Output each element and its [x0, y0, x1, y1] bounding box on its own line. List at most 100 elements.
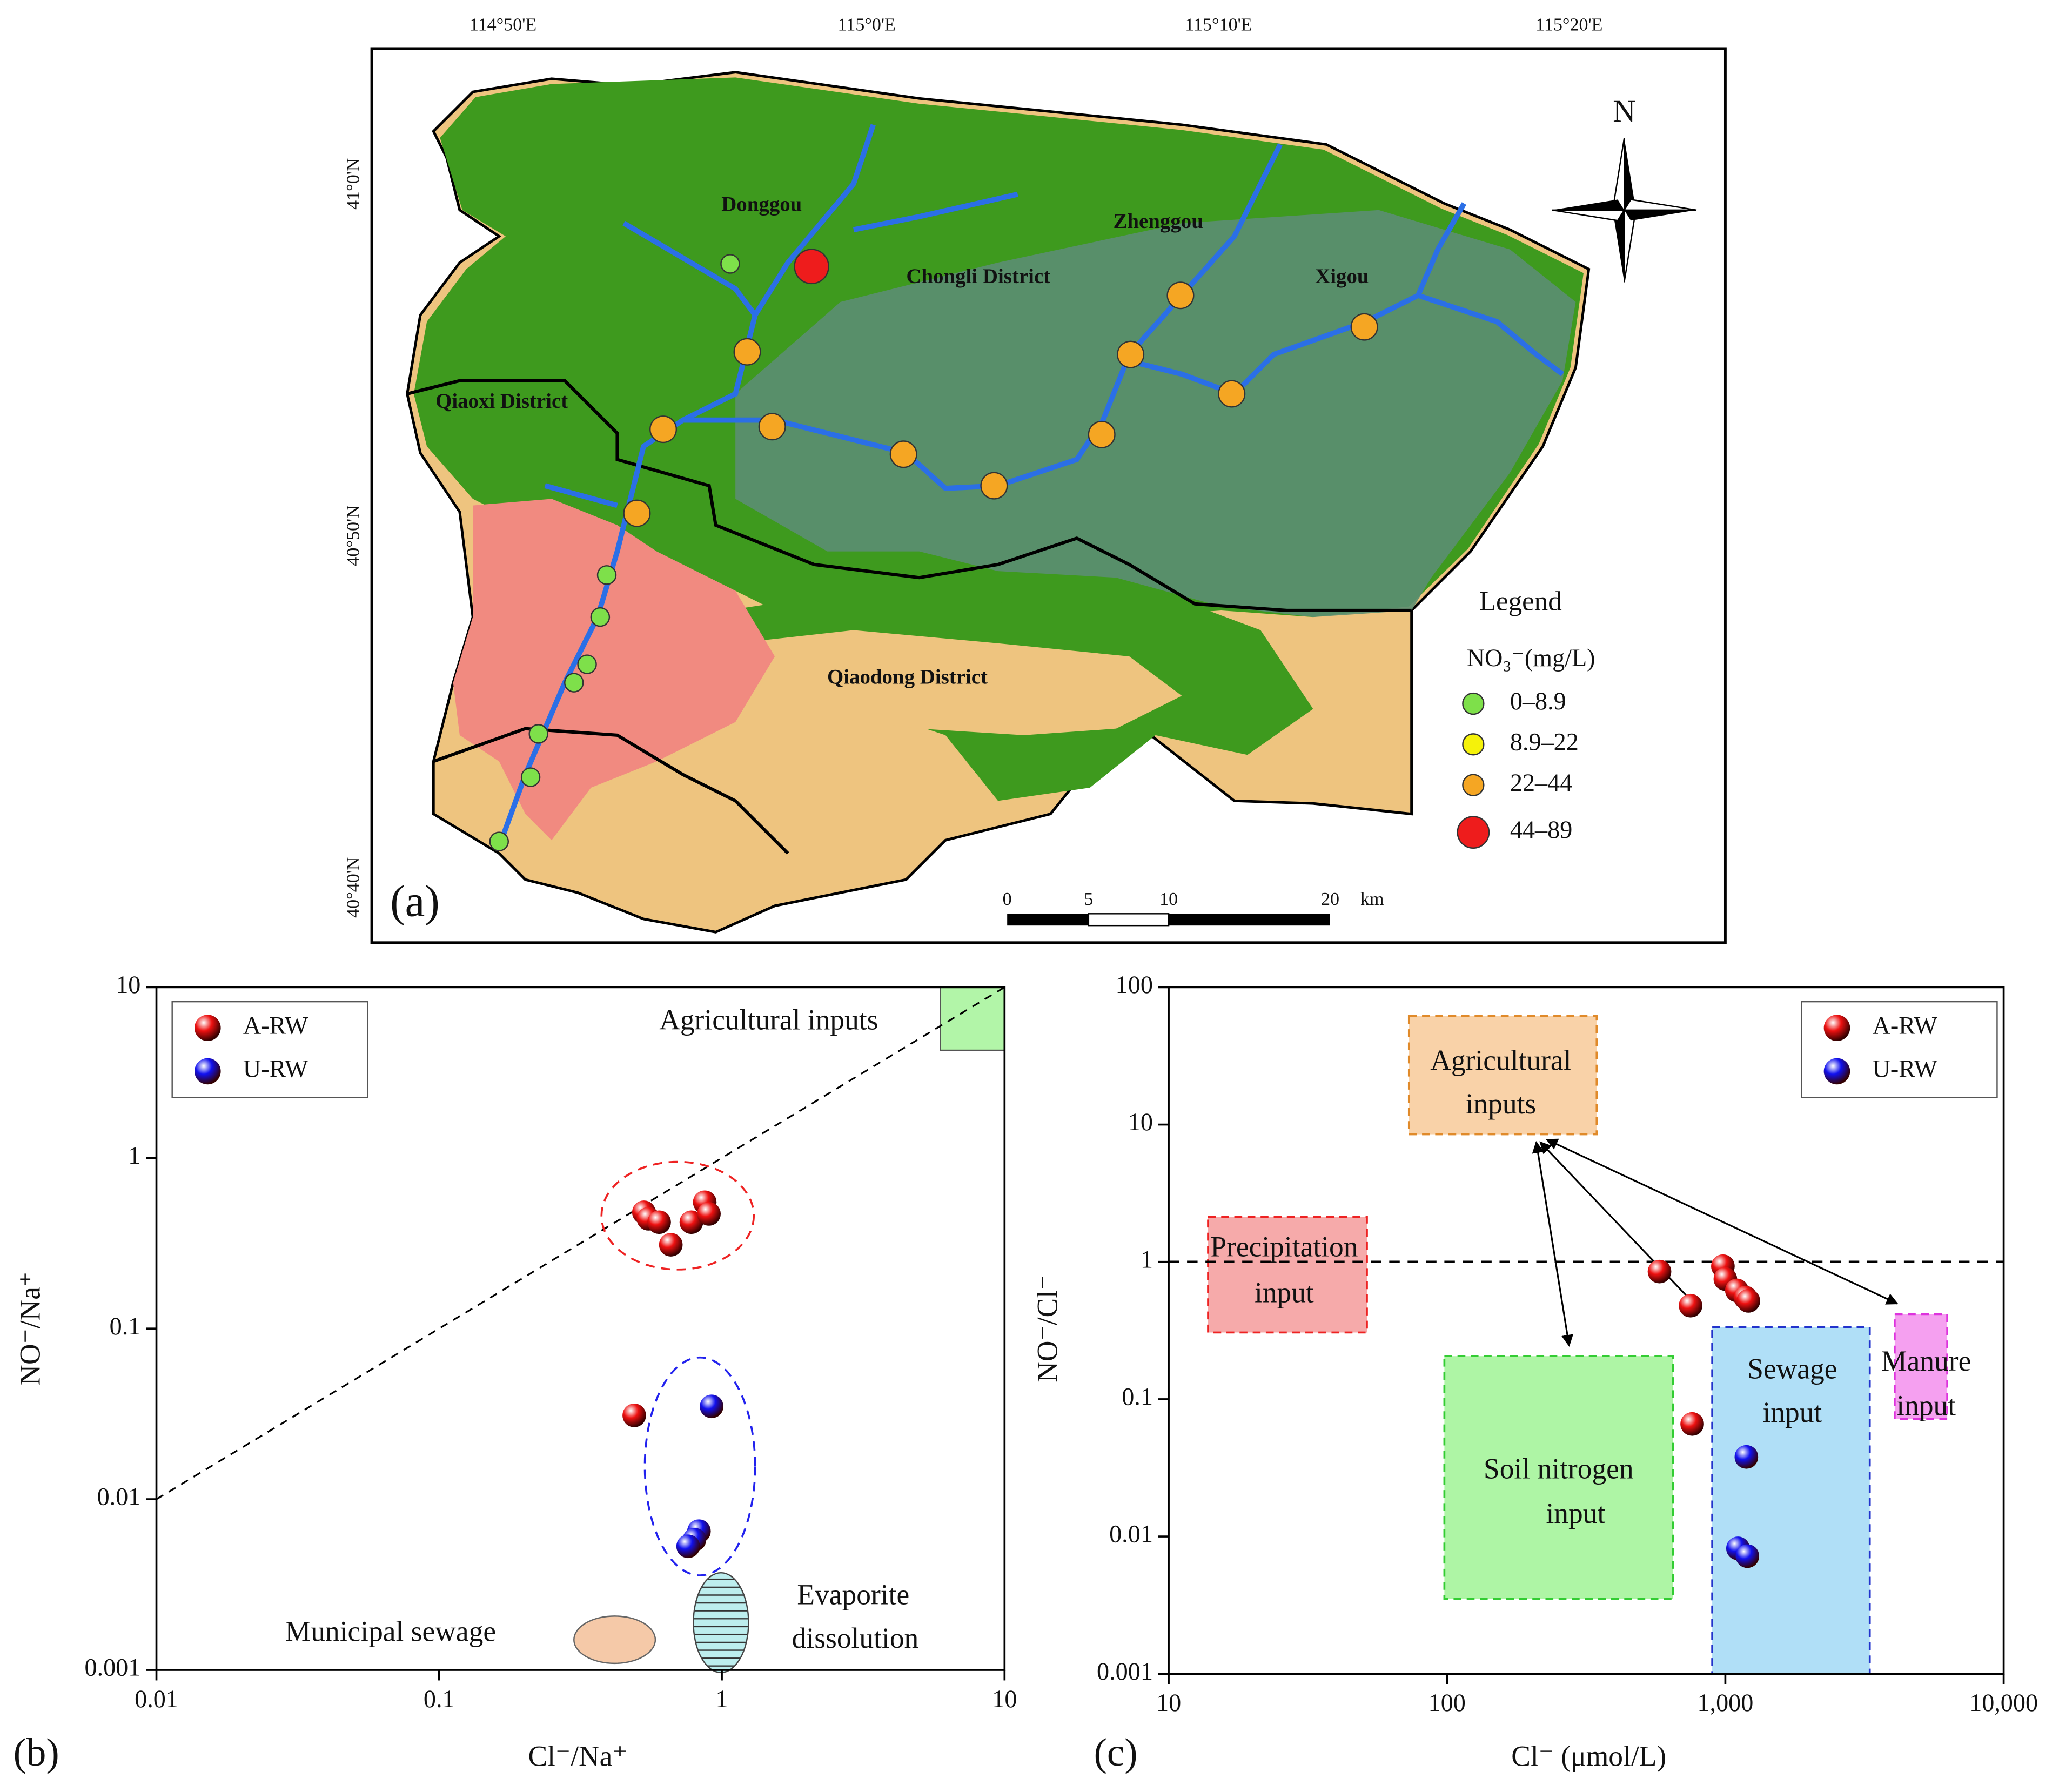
data-point	[1736, 1289, 1760, 1313]
scale-segment	[1007, 914, 1089, 926]
map-legend: 0–8.9 8.9–22 22–44 44–89	[1457, 687, 1579, 849]
sample-point	[596, 565, 617, 585]
place-label: Qiaodong District	[827, 665, 988, 688]
y-tick-label: 0.001	[1097, 1657, 1153, 1685]
chart-c-shapes	[1169, 1015, 2004, 1675]
chart-b-shapes	[156, 986, 1005, 1674]
y-tick-label: 0.1	[110, 1312, 141, 1340]
sample-point	[1088, 420, 1116, 448]
arrows	[1532, 1138, 1899, 1347]
x-tick-label: 10	[1156, 1689, 1181, 1716]
annotation: input	[1762, 1396, 1822, 1428]
x-tick-label: 100	[1428, 1689, 1466, 1716]
district-boundary	[433, 727, 789, 855]
panel-label: (c)	[1094, 1730, 1138, 1774]
place-label: Chongli District	[906, 265, 1050, 288]
data-point	[676, 1534, 700, 1559]
y-tick-label: 0.001	[85, 1654, 141, 1681]
annotation: input	[1896, 1390, 1956, 1422]
evaporite-ellipse	[693, 1572, 749, 1674]
annotation: inputs	[1466, 1088, 1537, 1120]
data-point	[1680, 1412, 1704, 1436]
lon-label: 115°0'E	[838, 15, 896, 35]
y-tick-label: 0.01	[97, 1483, 141, 1511]
compass-point	[1613, 210, 1625, 283]
agri-box	[940, 986, 1005, 1051]
data-point	[1735, 1544, 1760, 1568]
soil-box	[1443, 1355, 1674, 1600]
sample-point	[1218, 380, 1246, 408]
lon-label: 115°10'E	[1185, 15, 1252, 35]
sample-point	[720, 254, 740, 274]
sewage-ellipse	[573, 1615, 656, 1665]
scale-label: 10	[1159, 889, 1178, 909]
river	[622, 220, 757, 317]
sample-point	[889, 440, 917, 468]
legend-marker	[1823, 1015, 1850, 1042]
map-legend-label: 8.9–22	[1510, 728, 1579, 755]
sample-point	[649, 415, 678, 444]
map-legend-marker	[1457, 816, 1490, 849]
y-tick-label: 1	[128, 1142, 140, 1169]
river	[544, 483, 618, 508]
map-legend-subtitle: NO₃⁻(mg/L)	[1467, 644, 1595, 672]
map-legend-label: 0–8.9	[1510, 687, 1566, 715]
map-legend-marker	[1462, 733, 1485, 756]
x-axis-label: Cl⁻ (μmol/L)	[1511, 1740, 1666, 1773]
data-point	[1679, 1293, 1702, 1318]
a-rw-ellipse	[600, 1160, 755, 1271]
y-tick-label: 0.01	[1109, 1520, 1153, 1548]
annotation: input	[1546, 1497, 1605, 1529]
arrow	[1532, 1140, 1573, 1347]
place-label: Qiaoxi District	[435, 390, 568, 413]
agri-box	[1407, 1015, 1598, 1136]
legend-marker	[194, 1015, 221, 1042]
sample-point	[980, 472, 1008, 500]
sample-point	[794, 249, 829, 285]
sample-point	[564, 673, 584, 693]
chart: 0.01 0.1 1 10 0.001 0.01 0.1 1 10 Cl⁻/Na⁺ NO⁻/Na⁺ (…	[14, 971, 1017, 1774]
y-tick-label: 1	[1141, 1245, 1153, 1273]
sample-point	[1117, 340, 1145, 368]
lat-label: 40°40'N	[343, 857, 363, 918]
y-tick-label: 100	[1116, 971, 1153, 998]
map-legend-title: Legend	[1479, 587, 1562, 617]
sample-points	[489, 249, 1378, 851]
arrow	[1539, 1141, 1699, 1308]
y-tick-label: 10	[1128, 1108, 1153, 1136]
place-label: Xigou	[1315, 265, 1369, 288]
x-axis-label: Cl⁻/Na⁺	[528, 1740, 628, 1773]
lon-label: 115°20'E	[1535, 15, 1602, 35]
arrow	[1545, 1138, 1899, 1305]
data-point	[659, 1233, 683, 1257]
plot-frame	[1168, 986, 2005, 1675]
compass-point	[1552, 199, 1625, 210]
compass-point	[1552, 209, 1626, 222]
sample-point	[733, 338, 761, 366]
scale-bar: 0 5 10 20 km	[1003, 889, 1384, 927]
legend-label: U-RW	[1873, 1055, 1938, 1083]
map-legend-label: 22–44	[1510, 769, 1572, 796]
legend-label: U-RW	[243, 1055, 308, 1083]
grassland	[735, 210, 1576, 618]
y-tick-label: 10	[116, 971, 140, 998]
y-tick-label: 0.1	[1122, 1383, 1153, 1411]
annotation: input	[1255, 1277, 1314, 1309]
data-point	[647, 1210, 671, 1234]
scale-label: 20	[1321, 889, 1339, 909]
annotation: Agricultural inputs	[659, 1003, 878, 1036]
manure-box	[1894, 1313, 1948, 1420]
map-legend-label: 44–89	[1510, 816, 1572, 843]
scale-label: km	[1360, 889, 1384, 909]
chart: 10 100 1,000 10,000 0.001 0.01 0.1 1 10 100 Cl⁻ (μ…	[1031, 971, 2038, 1774]
map-legend-marker	[1462, 692, 1485, 715]
map-legend-marker	[1462, 774, 1485, 796]
annotation: Municipal sewage	[285, 1615, 496, 1648]
map: 114°50'E 115°0'E 115°10'E 115°20'E 41°0'…	[343, 15, 1727, 944]
panel-label: (a)	[390, 876, 440, 926]
sample-point	[590, 607, 611, 627]
sample-point	[489, 831, 509, 851]
legend-label: A-RW	[243, 1011, 308, 1039]
compass-point	[1624, 138, 1635, 210]
